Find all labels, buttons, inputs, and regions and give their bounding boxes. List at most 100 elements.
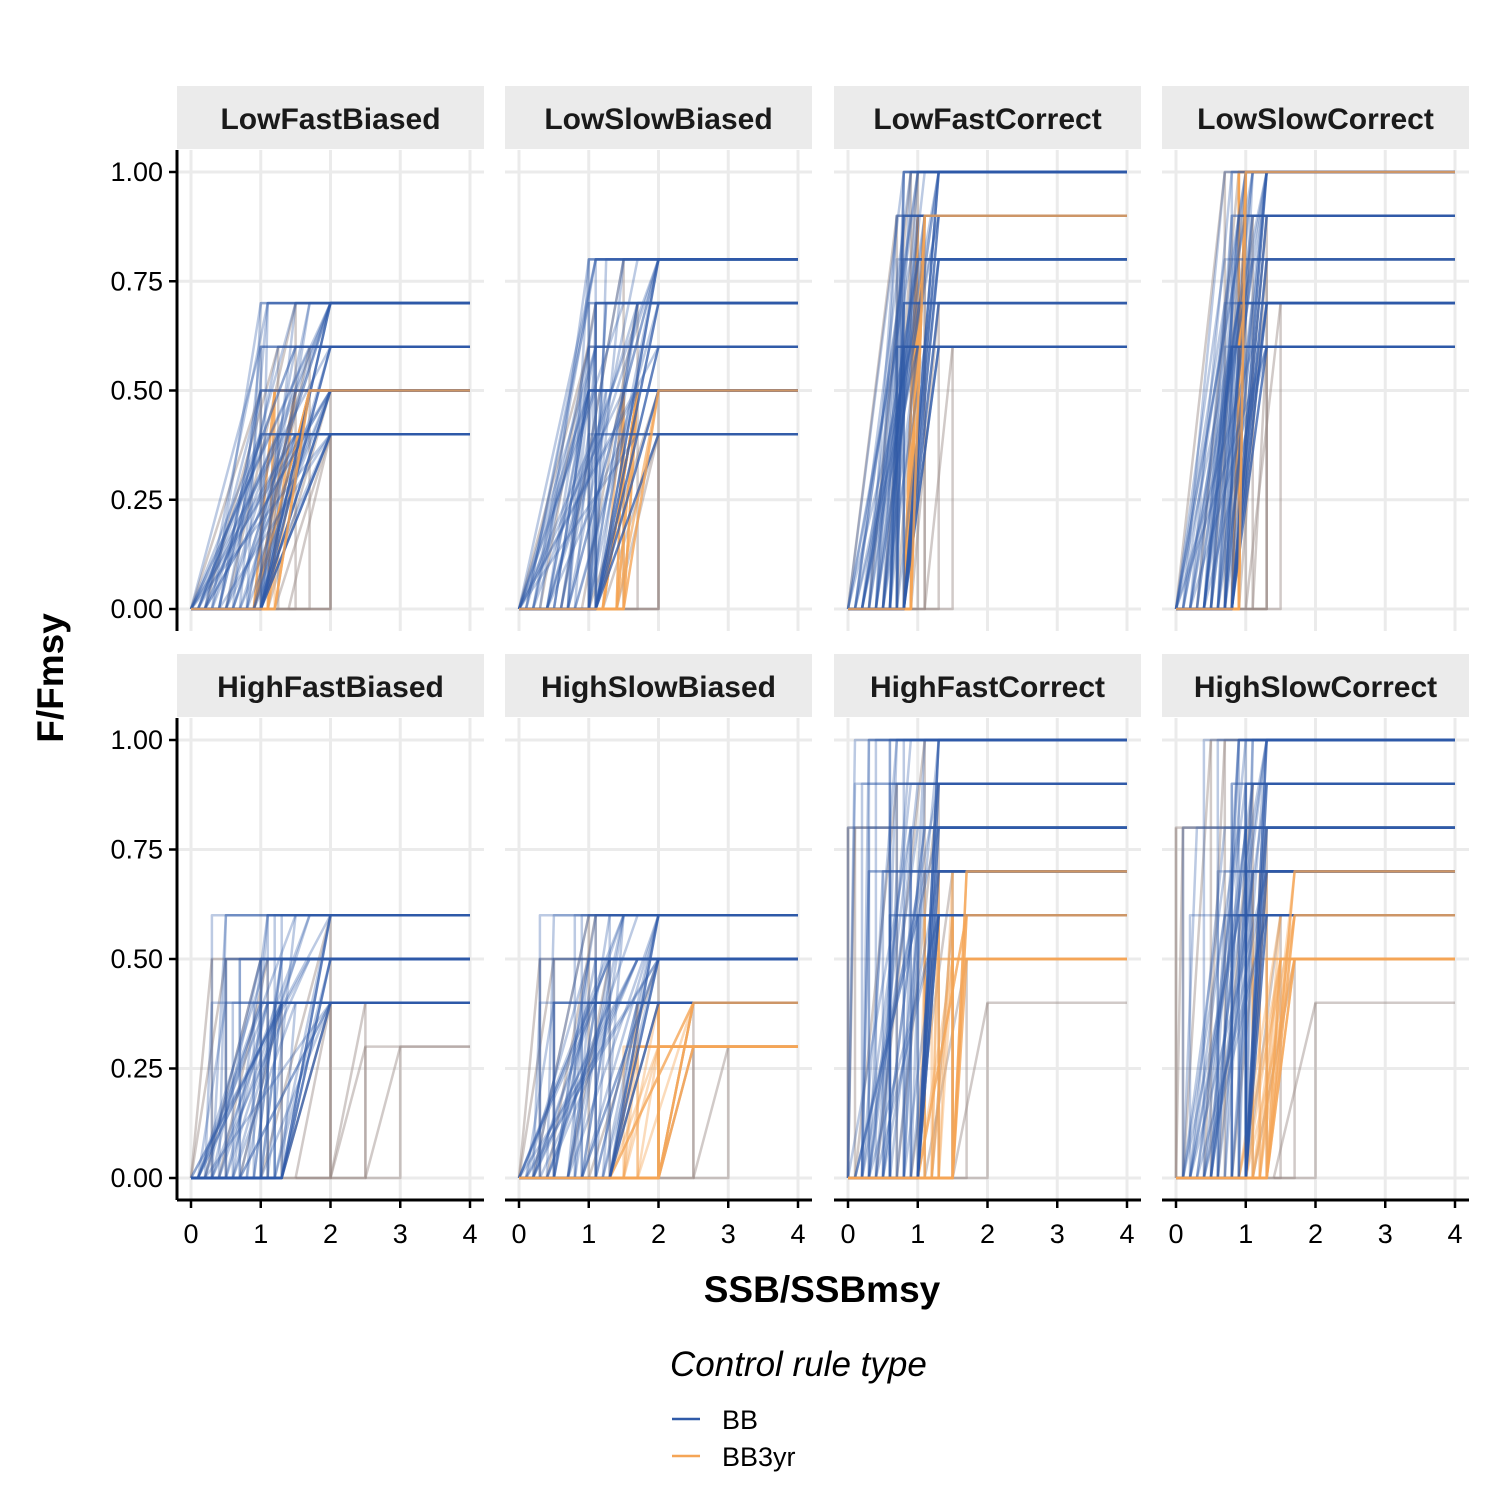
x-tick-label: 1 bbox=[910, 1219, 925, 1249]
facet-strip bbox=[834, 86, 1141, 149]
facet-strip bbox=[1162, 86, 1469, 149]
facet-title: HighFastCorrect bbox=[870, 671, 1105, 704]
facet-strip bbox=[834, 654, 1141, 717]
control-rule-line bbox=[951, 1001, 1127, 1179]
control-rule-step-line bbox=[267, 390, 332, 611]
control-rule-line bbox=[1272, 1001, 1455, 1179]
control-rule-step-line bbox=[1273, 1002, 1317, 1180]
control-rule-step-line bbox=[693, 1046, 730, 1180]
facet-panel: LowSlowBiased bbox=[505, 86, 812, 631]
control-rule-line bbox=[519, 1001, 798, 1180]
rule-lines bbox=[189, 301, 470, 611]
facet-panel: LowSlowCorrect bbox=[1162, 86, 1469, 631]
control-rule-line bbox=[848, 870, 1127, 1180]
x-tick-label: 2 bbox=[651, 1219, 666, 1249]
y-tick-label: 1.00 bbox=[110, 157, 163, 187]
control-rule-line bbox=[1176, 170, 1455, 611]
x-axis-title: SSB/SSBmsy bbox=[704, 1269, 941, 1310]
legend: Control rule type BB BB3yr bbox=[670, 1345, 927, 1472]
x-tick-label: 3 bbox=[721, 1219, 736, 1249]
rule-lines bbox=[1174, 170, 1455, 611]
legend-label-bb: BB bbox=[722, 1405, 758, 1435]
x-tick-label: 4 bbox=[1447, 1219, 1462, 1249]
control-rule-step-line bbox=[295, 1002, 332, 1180]
x-tick-label: 1 bbox=[581, 1219, 596, 1249]
y-tick-label: 1.00 bbox=[110, 725, 163, 755]
control-rule-step-line bbox=[1252, 346, 1268, 611]
control-rule-step-line bbox=[658, 1046, 695, 1180]
facet-panels: LowFastBiased 0.00 0.25 0.50 0.75 1.00 LowSlow… bbox=[110, 86, 1469, 1249]
y-tick-label: 0.75 bbox=[110, 266, 163, 296]
x-tick-label: 2 bbox=[980, 1219, 995, 1249]
y-tick-label: 0.50 bbox=[110, 944, 163, 974]
control-rule-step-line bbox=[1245, 303, 1282, 611]
facet-panel: HighFastCorrect 0 1 2 3 4 bbox=[834, 654, 1141, 1249]
control-rule-step-line bbox=[281, 1002, 332, 1180]
facet-panel: HighSlowCorrect 0 1 2 3 4 bbox=[1162, 654, 1469, 1249]
control-rule-line bbox=[519, 389, 798, 611]
control-rule-step-line bbox=[288, 434, 332, 611]
facet-strip bbox=[177, 86, 484, 149]
x-tick-label: 3 bbox=[1378, 1219, 1393, 1249]
y-tick-label: 0.50 bbox=[110, 376, 163, 406]
facet-panel: LowFastBiased 0.00 0.25 0.50 0.75 1.00 bbox=[110, 86, 484, 631]
control-rule-step-line bbox=[952, 1002, 989, 1180]
control-rule-step-line bbox=[658, 1002, 695, 1180]
y-axis-title: F/Fmsy bbox=[30, 613, 71, 743]
rule-lines bbox=[1174, 738, 1455, 1180]
control-rule-line bbox=[329, 1045, 470, 1179]
x-tick-label: 3 bbox=[1050, 1219, 1065, 1249]
facet-strip bbox=[505, 86, 812, 149]
x-tick-label: 3 bbox=[393, 1219, 408, 1249]
facet-title: LowFastBiased bbox=[220, 103, 440, 136]
x-tick-label: 1 bbox=[253, 1219, 268, 1249]
facet-title: HighSlowBiased bbox=[541, 671, 776, 704]
rule-lines bbox=[517, 258, 798, 611]
control-rule-step-line bbox=[330, 1002, 367, 1180]
x-tick-label: 2 bbox=[1308, 1219, 1323, 1249]
y-tick-label: 0.00 bbox=[110, 1163, 163, 1193]
rule-lines bbox=[846, 738, 1127, 1180]
legend-label-bb3yr: BB3yr bbox=[722, 1442, 796, 1472]
x-tick-label: 2 bbox=[323, 1219, 338, 1249]
x-tick-label: 0 bbox=[840, 1219, 855, 1249]
facet-strip bbox=[1162, 654, 1469, 717]
control-rule-step-line bbox=[910, 303, 940, 611]
facet-title: LowSlowBiased bbox=[544, 103, 772, 136]
control-rule-line bbox=[191, 913, 470, 1180]
facet-title: HighFastBiased bbox=[217, 671, 444, 704]
legend-title: Control rule type bbox=[670, 1345, 927, 1384]
facet-strip bbox=[177, 654, 484, 717]
control-rule-line bbox=[848, 214, 1127, 611]
control-rule-line bbox=[1176, 870, 1455, 1180]
control-rule-step-line bbox=[330, 1046, 367, 1180]
control-rule-line bbox=[191, 389, 470, 611]
facet-panel: HighFastBiased 0.00 0.25 0.50 0.75 1.00 0 1 2 3 4 bbox=[110, 654, 484, 1249]
control-rule-step-line bbox=[365, 1046, 402, 1180]
y-tick-label: 0.75 bbox=[110, 835, 163, 865]
control-rule-step-line bbox=[1238, 259, 1268, 611]
rule-lines bbox=[189, 913, 470, 1180]
facet-panel: HighSlowBiased 0 1 2 3 4 bbox=[505, 654, 812, 1249]
grid bbox=[834, 150, 1141, 631]
facet-title: LowFastCorrect bbox=[873, 103, 1101, 136]
x-tick-label: 1 bbox=[1238, 1219, 1253, 1249]
x-tick-label: 0 bbox=[1168, 1219, 1183, 1249]
control-rule-step-line bbox=[274, 434, 332, 611]
x-tick-label: 4 bbox=[790, 1219, 805, 1249]
facet-title: HighSlowCorrect bbox=[1194, 671, 1437, 704]
rule-lines bbox=[846, 170, 1127, 611]
control-rule-line bbox=[364, 1045, 470, 1179]
facet-panel: LowFastCorrect bbox=[834, 86, 1141, 631]
y-tick-label: 0.25 bbox=[110, 1054, 163, 1084]
y-tick-label: 0.00 bbox=[110, 594, 163, 624]
x-tick-label: 0 bbox=[183, 1219, 198, 1249]
control-rule-step-line bbox=[616, 434, 660, 611]
facet-strip bbox=[505, 654, 812, 717]
x-tick-label: 4 bbox=[1119, 1219, 1134, 1249]
control-rule-step-line bbox=[924, 346, 954, 611]
x-tick-label: 4 bbox=[462, 1219, 477, 1249]
rule-lines bbox=[517, 913, 798, 1180]
facet-title: LowSlowCorrect bbox=[1197, 103, 1434, 136]
